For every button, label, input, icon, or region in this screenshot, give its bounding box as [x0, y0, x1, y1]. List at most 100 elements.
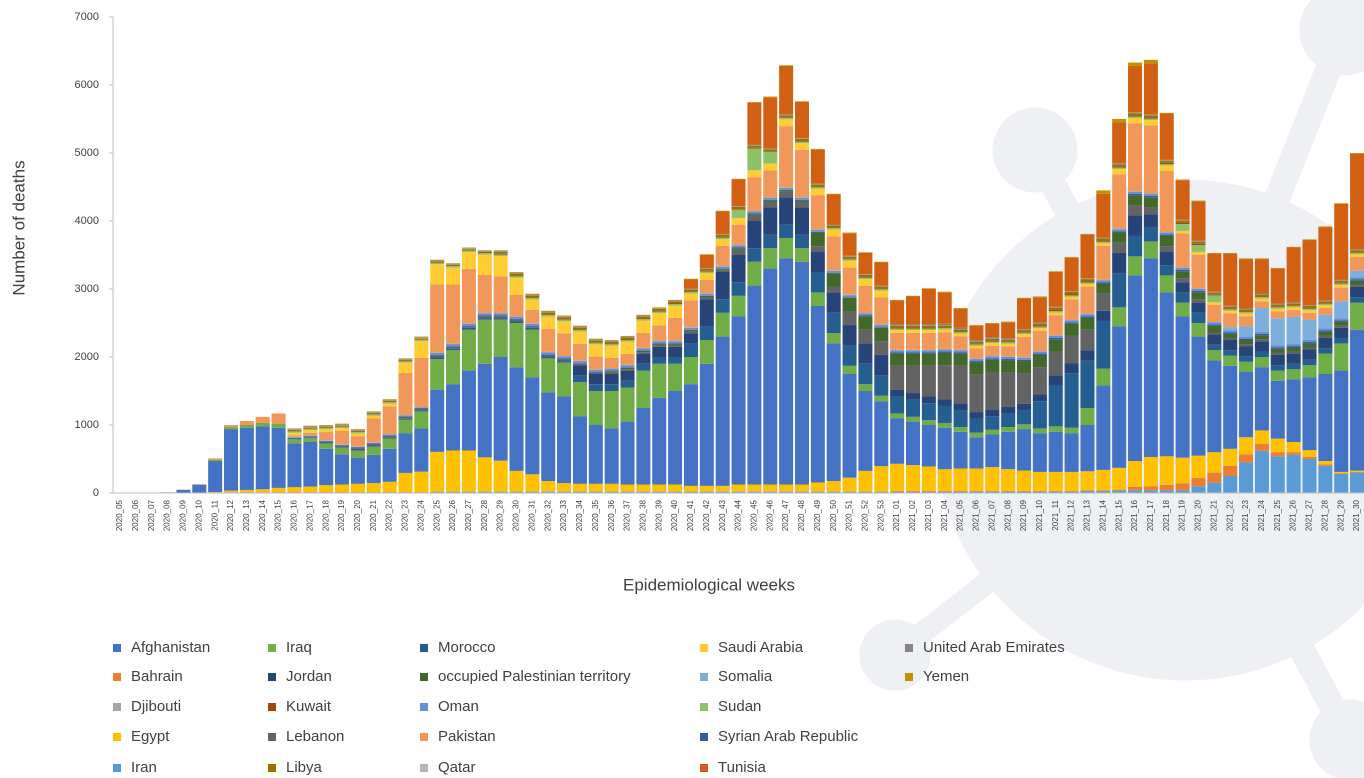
bar-segment: [1001, 406, 1016, 414]
bar-segment: [319, 426, 334, 428]
bar-segment: [858, 277, 873, 278]
bar-segment: [747, 491, 762, 493]
bar-segment: [1286, 310, 1301, 317]
bar-segment: [636, 408, 651, 485]
bar-segment: [1080, 490, 1095, 493]
bar-segment: [921, 330, 936, 333]
bar-segment: [509, 367, 524, 471]
bar-segment: [604, 345, 619, 358]
bar-segment: [1175, 219, 1190, 221]
bar-segment: [1239, 356, 1254, 362]
bar-segment: [1239, 336, 1254, 339]
bar-segment: [1254, 444, 1269, 451]
bar-segment: [477, 250, 492, 251]
bar-segment: [652, 308, 667, 311]
bar-segment: [794, 141, 809, 142]
bar-segment: [1270, 348, 1285, 353]
bar-segment: [1207, 291, 1222, 293]
bar-segment: [668, 299, 683, 301]
bar-segment: [874, 401, 889, 467]
bar-segment: [1286, 303, 1301, 306]
bar-segment: [763, 491, 778, 493]
bar-segment: [477, 491, 492, 493]
bar-segment: [1270, 308, 1285, 312]
x-tick-label: 2021_23: [1241, 499, 1250, 531]
bar-segment: [1207, 482, 1222, 493]
bar-segment: [382, 438, 397, 449]
bar-segment: [715, 268, 730, 270]
bar-segment: [541, 352, 556, 355]
bar-segment: [604, 343, 619, 345]
bar-segment: [906, 332, 920, 350]
bar-segment: [1207, 253, 1222, 292]
bar-segment: [826, 227, 841, 229]
bar-segment: [1270, 456, 1285, 493]
bar-segment: [1350, 279, 1364, 281]
x-tick-label: 2021_27: [1305, 499, 1314, 531]
bar-segment: [604, 344, 619, 346]
legend-swatch: [420, 673, 428, 681]
bar-segment: [763, 170, 778, 198]
bar-segment: [1096, 320, 1111, 369]
bar-segment: [1239, 462, 1254, 493]
bar-segment: [1143, 258, 1158, 457]
bar-segment: [350, 450, 365, 451]
bar-segment: [620, 369, 635, 371]
x-tick-label: 2020_19: [337, 499, 346, 531]
bar-segment: [541, 392, 556, 482]
bar-segment: [1159, 484, 1174, 491]
x-tick-label: 2020_34: [575, 499, 584, 531]
bar-segment: [921, 324, 936, 326]
bar-segment: [398, 372, 413, 416]
bar-segment: [906, 421, 920, 466]
bar-segment: [525, 325, 540, 327]
x-tick-label: 2020_48: [797, 499, 806, 531]
bar-segment: [303, 426, 318, 428]
bar-segment: [414, 337, 429, 338]
bar-segment: [477, 319, 492, 364]
bar-segment: [398, 416, 413, 419]
bar-segment: [1064, 322, 1079, 324]
bar-segment: [747, 148, 762, 171]
bar-segment: [319, 443, 334, 449]
legend-swatch: [268, 703, 276, 711]
bar-segment: [414, 428, 429, 472]
bar-segment: [525, 329, 540, 378]
bar-segment: [1207, 360, 1222, 453]
bar-segment: [985, 429, 1000, 435]
bar-segment: [1286, 369, 1301, 380]
bar-segment: [794, 484, 809, 492]
bar-segment: [493, 251, 508, 254]
bar-segment: [1350, 302, 1364, 330]
bar-segment: [1318, 226, 1333, 228]
bar-segment: [810, 229, 825, 232]
bar-segment: [350, 431, 365, 433]
bar-segment: [557, 321, 572, 334]
bar-segment: [858, 316, 873, 330]
bar-segment: [747, 213, 762, 215]
bar-segment: [366, 483, 381, 492]
bar-segment: [382, 448, 397, 482]
legend-swatch: [700, 733, 708, 741]
bar-segment: [953, 491, 968, 493]
bar-segment: [937, 405, 952, 423]
bar-segment: [731, 245, 746, 248]
bar-segment: [1175, 267, 1190, 270]
bar-segment: [1112, 273, 1127, 308]
bar-segment: [652, 344, 667, 346]
bar-segment: [572, 483, 587, 492]
bar-segment: [208, 459, 223, 462]
bar-segment: [477, 457, 492, 492]
bar-segment: [1302, 450, 1317, 457]
bar-segment: [1128, 490, 1143, 493]
bar-segment: [350, 446, 365, 448]
bar-segment: [953, 431, 968, 469]
bar-segment: [509, 316, 524, 319]
bar-segment: [1175, 222, 1190, 224]
bar-segment: [636, 318, 651, 320]
bar-segment: [937, 323, 952, 326]
bar-segment: [794, 101, 809, 102]
bar-segment: [620, 340, 635, 342]
bar-segment: [890, 332, 905, 350]
legend-label: Syrian Arab Republic: [718, 728, 859, 745]
